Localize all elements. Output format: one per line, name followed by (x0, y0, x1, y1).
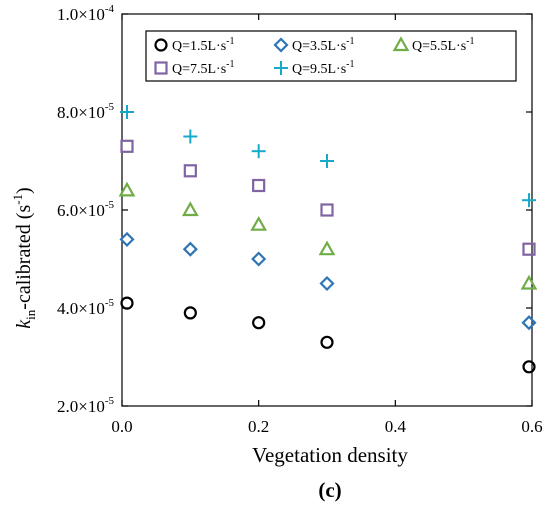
data-point (250, 215, 268, 231)
legend-marker (154, 61, 168, 75)
legend-label: Q=9.5L·s-1 (292, 59, 355, 77)
panel-label: (c) (318, 478, 341, 502)
legend-marker (273, 37, 289, 53)
series-square (120, 139, 536, 256)
y-tick-label: 1.0×10-4 (57, 3, 115, 24)
data-point (118, 181, 136, 197)
data-point (320, 154, 334, 168)
data-point (318, 240, 336, 256)
legend-marker (392, 36, 410, 52)
data-point (183, 306, 197, 320)
y-axis: 2.0×10-5 4.0×10-5 6.0×10-5 8.0×10-5 1.0×10-4 (57, 3, 532, 416)
data-point (183, 129, 198, 144)
data-point (252, 316, 266, 330)
data-point (251, 144, 266, 159)
legend-marker (154, 38, 168, 52)
data-point (120, 139, 134, 153)
series-diamond (119, 231, 537, 331)
data-point (522, 242, 536, 256)
data-point (522, 360, 536, 374)
data-point (521, 315, 537, 331)
x-tick-label: 0.6 (521, 417, 542, 436)
x-tick-label: 0.0 (111, 417, 132, 436)
y-tick-label: 8.0×10-5 (57, 101, 115, 122)
legend-label: Q=7.5L·s-1 (172, 59, 235, 77)
data-point (251, 251, 267, 267)
data-point (183, 164, 197, 178)
x-axis-label: Vegetation density (252, 443, 408, 467)
y-tick-label: 6.0×10-5 (57, 199, 115, 220)
x-tick-label: 0.4 (385, 417, 407, 436)
legend-label: Q=3.5L·s-1 (292, 36, 355, 54)
legend-marker (274, 61, 288, 75)
legend: Q=1.5L·s-1 Q=3.5L·s-1 Q=5.5L·s-1 Q=7.5L·s-1… (145, 30, 517, 82)
data-point (319, 275, 335, 292)
x-tick-label: 0.2 (248, 417, 269, 436)
data-point (120, 105, 134, 119)
x-axis: 0.0 0.2 0.4 0.6 (111, 14, 543, 436)
legend-box (145, 30, 517, 82)
series-plus (120, 105, 536, 208)
series-circle (120, 296, 536, 374)
data-point (520, 274, 538, 290)
y-axis-label: kin-calibrated (s-1) (10, 187, 38, 328)
data-point (181, 201, 199, 217)
series-triangle (118, 181, 538, 290)
data-point (522, 193, 536, 208)
data-point (119, 231, 135, 247)
data-point (320, 335, 334, 349)
legend-label: Q=1.5L·s-1 (172, 36, 235, 54)
data-point (320, 203, 334, 217)
data-point (252, 178, 266, 193)
data-marks (118, 105, 538, 374)
data-point (182, 241, 198, 257)
y-tick-label: 4.0×10-5 (57, 297, 115, 318)
data-point (120, 296, 134, 310)
y-tick-label: 2.0×10-5 (57, 395, 115, 416)
legend-label: Q=5.5L·s-1 (412, 36, 475, 54)
